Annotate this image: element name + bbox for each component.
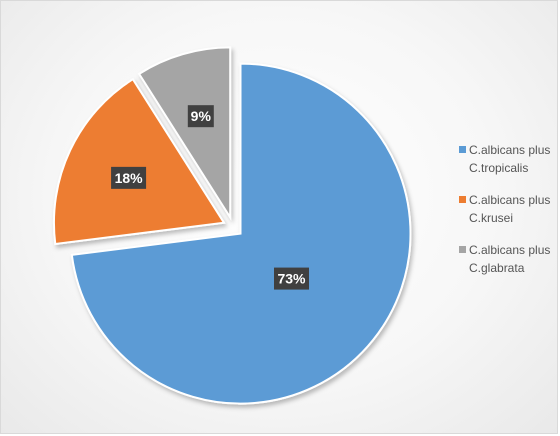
- pie-slice-tropicalis: [70, 62, 412, 405]
- pie-slice-krusei: [52, 77, 226, 246]
- data-label-text: 73%: [277, 271, 306, 287]
- pie-slice-glabrata: [137, 46, 232, 221]
- data-label-text: 18%: [115, 170, 144, 186]
- data-label-text: 9%: [191, 108, 212, 124]
- legend: C.albicans plus C.tropicalis C.albicans …: [459, 141, 559, 291]
- data-label-glabrata: 9%: [187, 105, 214, 128]
- legend-label-line2: C.glabrata: [469, 261, 525, 275]
- legend-label-line2: C.tropicalis: [469, 161, 529, 175]
- data-label-krusei: 18%: [111, 166, 147, 189]
- legend-swatch-krusei: [459, 196, 466, 203]
- legend-label-line2: C.krusei: [469, 211, 514, 225]
- legend-item-krusei: C.albicans plus C.krusei: [459, 191, 559, 227]
- data-label-tropicalis: 73%: [274, 267, 310, 290]
- legend-label-line1: C.albicans plus: [469, 143, 551, 157]
- legend-swatch-tropicalis: [459, 146, 466, 153]
- legend-label-line1: C.albicans plus: [469, 243, 551, 257]
- legend-swatch-glabrata: [459, 246, 466, 253]
- legend-label-line1: C.albicans plus: [469, 193, 551, 207]
- legend-item-tropicalis: C.albicans plus C.tropicalis: [459, 141, 559, 177]
- legend-item-glabrata: C.albicans plus C.glabrata: [459, 241, 559, 277]
